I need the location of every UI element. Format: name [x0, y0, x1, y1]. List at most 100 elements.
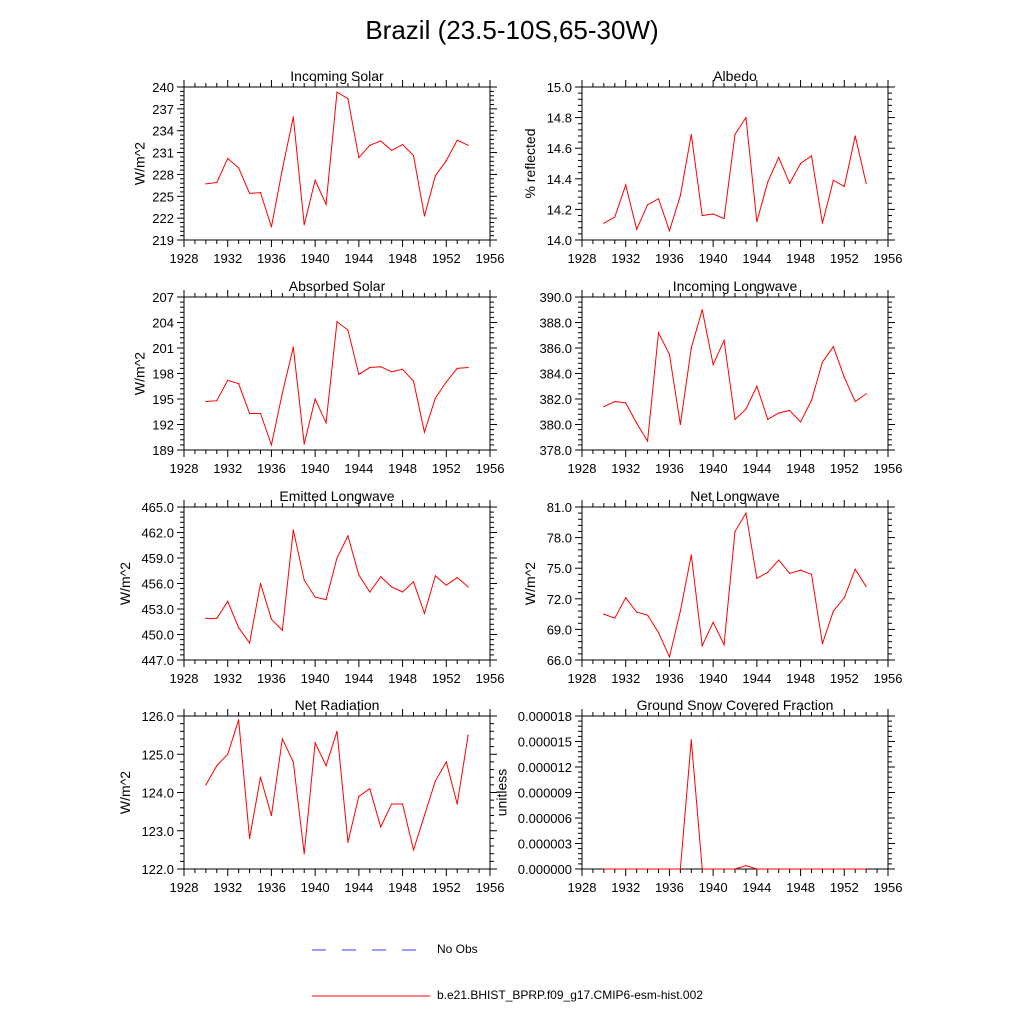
data-point [789, 868, 791, 870]
x-tick-label: 1948 [786, 671, 815, 686]
x-tick-label: 1928 [170, 671, 199, 686]
x-tick-label: 1928 [568, 251, 597, 266]
data-point [445, 159, 447, 162]
data-point [843, 185, 845, 188]
data-point [423, 814, 426, 817]
data-point [303, 224, 305, 226]
data-point [325, 765, 327, 767]
data-point [380, 576, 382, 578]
y-tick-label: 462.0 [141, 526, 174, 541]
data-point [603, 222, 605, 224]
y-tick-label: 198 [152, 367, 174, 382]
y-axis-label: W/m^2 [131, 142, 147, 185]
chart-panel-2: Albedo 1928 1932 1936 1940 1944 1948 1952 1956 14… [522, 68, 902, 266]
data-point [325, 203, 327, 205]
data-point [810, 573, 813, 575]
data-point [789, 409, 791, 412]
x-tick-label: 1936 [655, 671, 684, 686]
data-point [810, 155, 813, 157]
x-tick-label: 1956 [476, 671, 505, 686]
data-point [767, 868, 769, 870]
data-point [745, 512, 747, 514]
data-point [614, 400, 616, 403]
data-point [227, 157, 229, 159]
y-tick-label: 14.4 [547, 172, 572, 187]
data-point [799, 162, 802, 165]
y-tick-label: 240 [152, 80, 174, 95]
y-tick-label: 0.000012 [518, 760, 572, 775]
x-tick-label: 1944 [742, 880, 771, 895]
x-tick-label: 1956 [476, 461, 505, 476]
data-point [668, 868, 671, 870]
y-tick-label: 386.0 [539, 341, 572, 356]
data-point [347, 841, 349, 843]
data-point [292, 761, 294, 763]
data-point [369, 366, 371, 369]
plot-frame [183, 296, 491, 451]
data-point [745, 408, 747, 410]
data-point [248, 837, 251, 840]
data-point [401, 143, 404, 146]
x-tick-label: 1928 [170, 251, 199, 266]
data-point [821, 222, 824, 224]
x-tick-label: 1928 [568, 880, 597, 895]
x-tick-label: 1948 [388, 671, 417, 686]
data-point [391, 149, 393, 151]
legend-no-obs: No Obs [312, 942, 612, 957]
data-point [456, 803, 458, 805]
series-line-1 [603, 739, 867, 870]
data-point [701, 214, 703, 217]
y-tick-label: 192 [152, 418, 174, 433]
x-tick-label: 1936 [655, 880, 684, 895]
data-point [303, 853, 305, 855]
data-point [625, 402, 627, 404]
y-tick-label: 228 [152, 167, 174, 182]
y-tick-label: 0.000006 [518, 811, 572, 826]
panel-title: Absorbed Solar [289, 278, 386, 294]
data-point [756, 868, 758, 870]
data-point [679, 868, 681, 870]
data-point [238, 627, 240, 629]
data-point [821, 361, 824, 363]
x-tick-label: 1932 [213, 671, 242, 686]
y-tick-label: 69.0 [547, 622, 572, 637]
legend-model-run: b.e21.BHIST_BPRP.f09_g17.CMIP6-esm-hist.… [312, 988, 762, 1003]
data-point [657, 332, 660, 334]
x-tick-label: 1956 [874, 461, 903, 476]
chart-panel-4: Incoming Longwave 1928 1932 1936 1940 1944 194… [539, 278, 902, 476]
x-tick-label: 1944 [742, 251, 771, 266]
x-tick-label: 1948 [786, 461, 815, 476]
chart-panel-7: Net Radiation 1928 1932 1936 1940 1944 1948 195… [117, 697, 504, 895]
data-point [434, 175, 436, 177]
data-point [216, 181, 218, 184]
chart-panel-5: Emitted Longwave 1928 1932 1936 1940 1944 1948… [117, 488, 504, 686]
data-point [756, 577, 758, 580]
data-point [789, 182, 791, 184]
data-point [336, 91, 338, 93]
legend-solid-line-icon [312, 995, 430, 997]
data-point [712, 621, 714, 623]
data-point [238, 719, 240, 721]
y-axis-label: unitless [493, 769, 509, 816]
data-point [423, 612, 426, 614]
data-point [380, 366, 382, 368]
data-point [799, 569, 802, 571]
data-point [810, 399, 813, 401]
x-tick-label: 1932 [213, 880, 242, 895]
data-point [391, 803, 393, 805]
data-point [347, 329, 349, 331]
x-tick-label: 1940 [301, 880, 330, 895]
data-point [281, 168, 283, 170]
data-point [292, 346, 294, 348]
x-tick-label: 1928 [568, 671, 597, 686]
data-point [646, 614, 649, 616]
data-point [756, 221, 758, 223]
x-tick-label: 1944 [742, 671, 771, 686]
legend-model-label: b.e21.BHIST_BPRP.f09_g17.CMIP6-esm-hist.… [437, 988, 703, 1002]
x-tick-label: 1932 [213, 251, 242, 266]
x-tick-label: 1932 [611, 461, 640, 476]
data-point [325, 599, 327, 601]
legend-dash-line-icon [312, 949, 420, 951]
data-point [636, 228, 638, 230]
data-point [281, 629, 283, 631]
